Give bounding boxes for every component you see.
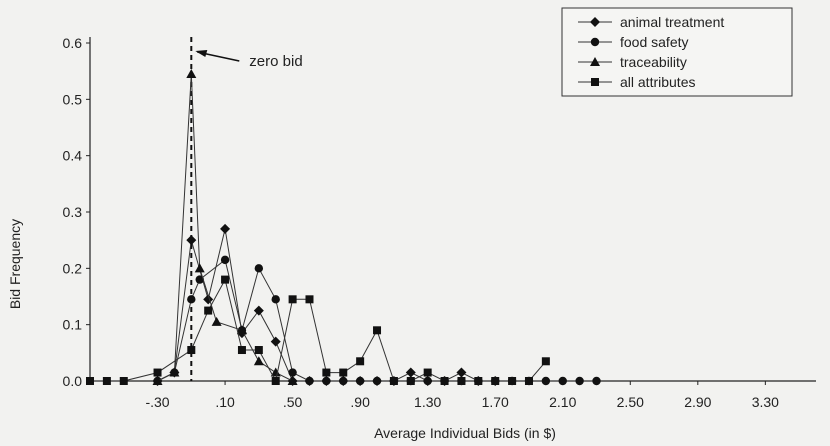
x-tick-label: 2.10 — [549, 394, 576, 410]
data-point-all-attributes — [524, 377, 533, 385]
data-point-food-safety — [322, 376, 331, 386]
annotation-arrow-head — [195, 50, 208, 57]
data-point-traceability — [270, 367, 281, 377]
legend-marker-all-attributes — [591, 78, 599, 86]
data-point-food-safety — [195, 275, 204, 284]
series-traceability — [152, 68, 298, 385]
data-point-animal-treatment — [220, 223, 231, 234]
data-point-traceability — [211, 316, 222, 326]
series-food-safety — [153, 255, 601, 386]
data-point-all-attributes — [86, 377, 94, 385]
data-point-food-safety — [355, 376, 365, 386]
legend-marker-food-safety — [590, 37, 600, 47]
data-point-all-attributes — [153, 368, 162, 377]
data-point-all-attributes — [440, 377, 449, 385]
data-point-food-safety — [288, 368, 297, 377]
data-point-food-safety — [254, 264, 264, 273]
data-point-all-attributes — [356, 357, 365, 366]
data-point-animal-treatment — [270, 336, 281, 347]
data-point-traceability — [169, 367, 180, 377]
y-tick-label: 0.0 — [63, 373, 83, 389]
x-tick-label: 1.30 — [414, 394, 441, 410]
data-point-all-attributes — [187, 346, 196, 355]
x-tick-label: 3.30 — [752, 394, 779, 410]
data-point-food-safety — [305, 376, 314, 386]
series-line-all-attributes — [90, 278, 547, 383]
x-tick-label: .90 — [350, 394, 370, 410]
legend-label-all-attributes: all attributes — [620, 74, 695, 90]
data-point-all-attributes — [457, 377, 466, 385]
data-point-all-attributes — [474, 377, 483, 385]
data-point-all-attributes — [339, 368, 348, 377]
data-point-all-attributes — [305, 295, 314, 304]
y-tick-label: 0.6 — [63, 35, 83, 51]
data-point-animal-treatment — [186, 235, 197, 246]
data-point-all-attributes — [322, 368, 331, 377]
data-point-all-attributes — [237, 346, 246, 355]
y-tick-label: 0.5 — [63, 91, 83, 107]
y-tick-label: 0.2 — [63, 260, 83, 276]
x-tick-label: 2.90 — [684, 394, 711, 410]
data-point-food-safety — [592, 376, 601, 386]
data-point-food-safety — [220, 255, 230, 265]
data-point-food-safety — [541, 376, 551, 386]
legend-label-traceability: traceability — [620, 54, 687, 70]
axes: 0.0 0.1 0.2 0.3 0.4 0.5 0.6 -.30 .10 .50 .90 1.30 1.… — [63, 35, 816, 410]
annotation-group: zero bid — [195, 50, 303, 70]
y-tick-label: 0.3 — [63, 204, 83, 220]
data-point-all-attributes — [406, 377, 415, 385]
data-point-all-attributes — [389, 377, 398, 385]
data-point-animal-treatment — [456, 367, 467, 378]
data-point-food-safety — [339, 376, 348, 386]
data-point-traceability — [287, 376, 298, 385]
legend-label-food-safety: food safety — [620, 34, 689, 50]
data-point-all-attributes — [423, 368, 432, 377]
x-tick-label: .10 — [215, 394, 235, 410]
data-point-all-attributes — [119, 377, 128, 385]
data-point-all-attributes — [373, 326, 382, 335]
data-point-food-safety — [558, 376, 567, 386]
data-point-traceability — [253, 356, 264, 366]
series-group — [86, 68, 601, 386]
x-tick-label: .50 — [283, 394, 303, 410]
y-axis-title: Bid Frequency — [7, 219, 23, 309]
data-point-food-safety — [575, 376, 584, 386]
data-point-all-attributes — [204, 306, 213, 315]
data-point-all-attributes — [271, 377, 280, 385]
data-point-all-attributes — [221, 275, 230, 284]
x-tick-label: 1.70 — [482, 394, 509, 410]
data-point-all-attributes — [288, 295, 297, 304]
data-point-all-attributes — [254, 346, 263, 355]
x-tick-label: 2.50 — [617, 394, 644, 410]
data-point-animal-treatment — [253, 305, 264, 316]
data-point-animal-treatment — [405, 367, 416, 378]
data-point-all-attributes — [508, 377, 517, 385]
x-tick-label: -.30 — [145, 394, 169, 410]
series-all-attributes — [86, 275, 550, 385]
legend-marker-animal-treatment — [590, 17, 600, 27]
data-point-all-attributes — [541, 357, 550, 366]
data-point-traceability — [152, 376, 163, 385]
series-line-animal-treatment — [157, 228, 496, 382]
legend: animal treatment food safety traceability a… — [561, 7, 793, 97]
data-point-food-safety — [372, 376, 382, 386]
y-tick-label: 0.4 — [63, 148, 83, 164]
data-point-traceability — [236, 325, 247, 335]
data-point-food-safety — [423, 376, 432, 386]
annotation-zero-bid: zero bid — [249, 53, 302, 70]
data-point-food-safety — [271, 295, 280, 304]
y-tick-label: 0.1 — [63, 317, 83, 333]
legend-marker-traceability — [590, 57, 600, 66]
data-point-all-attributes — [102, 377, 111, 385]
series-animal-treatment — [152, 223, 501, 386]
data-point-food-safety — [187, 295, 196, 304]
data-point-traceability — [186, 68, 197, 78]
legend-box — [561, 7, 793, 97]
data-point-traceability — [194, 263, 205, 273]
data-point-all-attributes — [491, 377, 500, 385]
legend-label-animal-treatment: animal treatment — [620, 14, 724, 30]
x-axis-title: Average Individual Bids (in $) — [374, 425, 556, 441]
